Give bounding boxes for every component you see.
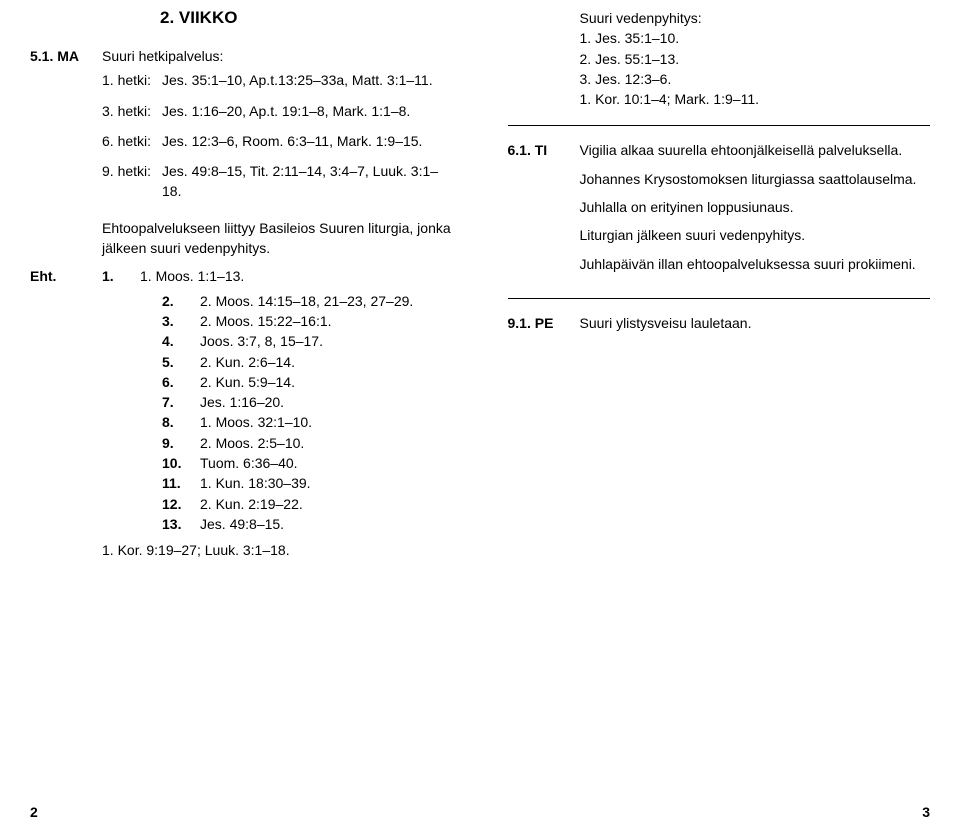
eht-num: 4. (162, 331, 200, 351)
eht-text: 2. Kun. 5:9–14. (200, 372, 453, 392)
hetki-text: Jes. 1:16–20, Ap.t. 19:1–8, Mark. 1:1–8. (162, 101, 453, 121)
ti-para: Johannes Krysostomoksen liturgiassa saat… (580, 169, 931, 189)
week-title: 2. VIIKKO (160, 8, 453, 28)
eht-text: Jes. 1:16–20. (200, 392, 453, 412)
eht-num: 3. (162, 311, 200, 331)
ti-block: 6.1. TI Vigilia alkaa suurella ehtoonjäl… (508, 140, 931, 281)
columns: 2. VIIKKO 5.1. MA Suuri hetkipalvelus: 1… (30, 8, 930, 561)
ti-para: Liturgian jälkeen suuri vedenpyhitys. (580, 225, 931, 245)
eht-text: 2. Moos. 15:22–16:1. (200, 311, 453, 331)
eht-item: 10.Tuom. 6:36–40. (162, 453, 453, 473)
tail-line: 1. Kor. 9:19–27; Luuk. 3:1–18. (102, 540, 453, 560)
ti-para: Vigilia alkaa suurella ehtoonjälkeisellä… (580, 140, 931, 160)
eht-num: 8. (162, 412, 200, 432)
eht-text: 1. Moos. 1:1–13. (140, 268, 244, 284)
day-label: 5.1. MA (30, 46, 102, 66)
blessing-content: Suuri vedenpyhitys: 1. Jes. 35:1–10.2. J… (580, 8, 931, 109)
eht-num: 1. (102, 266, 140, 286)
hetki-item: 1. hetki:Jes. 35:1–10, Ap.t.13:25–33a, M… (102, 70, 453, 90)
hetki-label: 3. hetki: (102, 101, 162, 121)
blessing-day-empty (508, 8, 580, 109)
eht-num: 13. (162, 514, 200, 534)
eht-text: 1. Kun. 18:30–39. (200, 473, 453, 493)
pe-row: 9.1. PE Suuri ylistysveisu lauletaan. (508, 313, 931, 333)
blessing-list: 1. Jes. 35:1–10.2. Jes. 55:1–13.3. Jes. … (580, 28, 931, 109)
eht-item: 6.2. Kun. 5:9–14. (162, 372, 453, 392)
hetki-list: 1. hetki:Jes. 35:1–10, Ap.t.13:25–33a, M… (102, 70, 453, 211)
eht-num: 12. (162, 494, 200, 514)
hetki-label: 1. hetki: (102, 70, 162, 90)
eht-item: 5.2. Kun. 2:6–14. (162, 352, 453, 372)
ti-day: 6.1. TI (508, 140, 580, 281)
ti-para: Juhlapäivän illan ehtoopalveluksessa suu… (580, 254, 931, 274)
eht-text: Joos. 3:7, 8, 15–17. (200, 331, 453, 351)
blessing-item: 3. Jes. 12:3–6. (580, 69, 931, 89)
eht-item: 9.2. Moos. 2:5–10. (162, 433, 453, 453)
hetki-text: Jes. 35:1–10, Ap.t.13:25–33a, Matt. 3:1–… (162, 70, 453, 90)
ehtoo-intro: Ehtoopalvelukseen liittyy Basileios Suur… (102, 218, 453, 259)
eht-numbered-list: 2.2. Moos. 14:15–18, 21–23, 27–29.3.2. M… (162, 291, 453, 535)
eht-text: 2. Moos. 2:5–10. (200, 433, 453, 453)
hetki-label: 9. hetki: (102, 161, 162, 202)
eht-num: 6. (162, 372, 200, 392)
page-number-right: 3 (922, 804, 930, 820)
pe-block: 9.1. PE Suuri ylistysveisu lauletaan. (508, 313, 931, 333)
divider-2 (508, 298, 931, 299)
hetki-label: 6. hetki: (102, 131, 162, 151)
eht-num: 7. (162, 392, 200, 412)
eht-num: 5. (162, 352, 200, 372)
hetki-text: Jes. 49:8–15, Tit. 2:11–14, 3:4–7, Luuk.… (162, 161, 453, 202)
eht-item: 8.1. Moos. 32:1–10. (162, 412, 453, 432)
eht-text: 2. Kun. 2:6–14. (200, 352, 453, 372)
blessing-row: Suuri vedenpyhitys: 1. Jes. 35:1–10.2. J… (508, 8, 931, 109)
eht-num: 10. (162, 453, 200, 473)
hetki-item: 9. hetki:Jes. 49:8–15, Tit. 2:11–14, 3:4… (102, 161, 453, 202)
eht-item: 11.1. Kun. 18:30–39. (162, 473, 453, 493)
eht-first-line: 1.1. Moos. 1:1–13. (102, 266, 453, 286)
hetki-item: 3. hetki:Jes. 1:16–20, Ap.t. 19:1–8, Mar… (102, 101, 453, 121)
eht-item: 13.Jes. 49:8–15. (162, 514, 453, 534)
eht-num: 11. (162, 473, 200, 493)
blessing-item: 2. Jes. 55:1–13. (580, 49, 931, 69)
day-row: 5.1. MA Suuri hetkipalvelus: (30, 46, 453, 66)
eht-item: 7.Jes. 1:16–20. (162, 392, 453, 412)
eht-item: 4.Joos. 3:7, 8, 15–17. (162, 331, 453, 351)
footer: 2 3 (30, 804, 930, 820)
blessing-item: 1. Jes. 35:1–10. (580, 28, 931, 48)
pe-text: Suuri ylistysveisu lauletaan. (580, 313, 931, 333)
divider-1 (508, 125, 931, 126)
eht-row: Eht. 1.1. Moos. 1:1–13. (30, 266, 453, 286)
eht-num: 2. (162, 291, 200, 311)
eht-num: 9. (162, 433, 200, 453)
ti-content: Vigilia alkaa suurella ehtoonjälkeisellä… (580, 140, 931, 281)
ti-para: Juhlalla on erityinen loppusiunaus. (580, 197, 931, 217)
eht-text: Tuom. 6:36–40. (200, 453, 453, 473)
right-column: Suuri vedenpyhitys: 1. Jes. 35:1–10.2. J… (508, 8, 931, 561)
eht-label: Eht. (30, 266, 102, 286)
eht-text: 2. Moos. 14:15–18, 21–23, 27–29. (200, 291, 453, 311)
eht-text: 2. Kun. 2:19–22. (200, 494, 453, 514)
service-header: Suuri hetkipalvelus: (102, 46, 453, 66)
ehtoo-intro-text: Ehtoopalvelukseen liittyy Basileios Suur… (102, 218, 453, 259)
hetki-text: Jes. 12:3–6, Room. 6:3–11, Mark. 1:9–15. (162, 131, 453, 151)
blessing-block: Suuri vedenpyhitys: 1. Jes. 35:1–10.2. J… (508, 8, 931, 109)
pe-day: 9.1. PE (508, 313, 580, 333)
eht-text: Jes. 49:8–15. (200, 514, 453, 534)
eht-item: 3.2. Moos. 15:22–16:1. (162, 311, 453, 331)
blessing-title: Suuri vedenpyhitys: (580, 8, 931, 28)
left-column: 2. VIIKKO 5.1. MA Suuri hetkipalvelus: 1… (30, 8, 453, 561)
page-number-left: 2 (30, 804, 38, 820)
eht-item: 2.2. Moos. 14:15–18, 21–23, 27–29. (162, 291, 453, 311)
eht-item: 12.2. Kun. 2:19–22. (162, 494, 453, 514)
blessing-item: 1. Kor. 10:1–4; Mark. 1:9–11. (580, 89, 931, 109)
eht-text: 1. Moos. 32:1–10. (200, 412, 453, 432)
page: 2. VIIKKO 5.1. MA Suuri hetkipalvelus: 1… (0, 0, 960, 832)
hetki-item: 6. hetki:Jes. 12:3–6, Room. 6:3–11, Mark… (102, 131, 453, 151)
ti-row: 6.1. TI Vigilia alkaa suurella ehtoonjäl… (508, 140, 931, 281)
